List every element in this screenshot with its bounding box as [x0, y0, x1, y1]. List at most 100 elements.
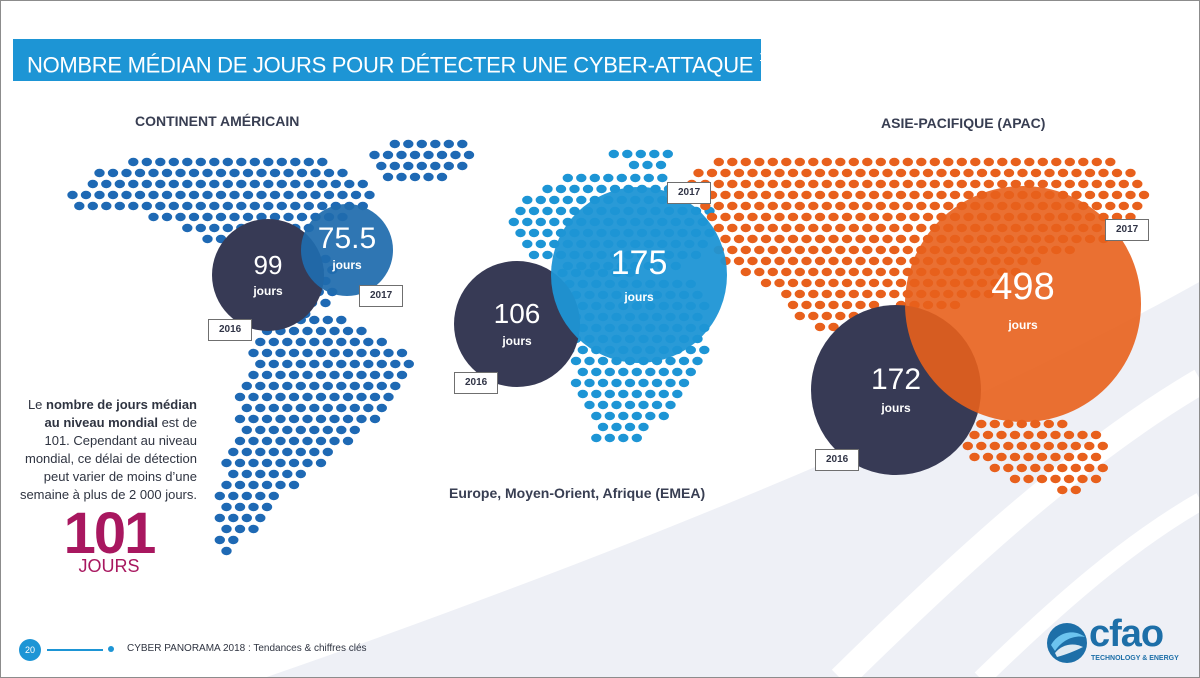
map-dot [275, 414, 286, 424]
map-dot [1097, 463, 1109, 473]
map-dot [241, 403, 252, 413]
map-dot [814, 300, 826, 310]
map-dot [1003, 419, 1014, 429]
map-dot [228, 535, 239, 545]
map-dot [215, 168, 227, 178]
map-dot [649, 149, 660, 159]
map-dot [383, 392, 394, 402]
map-dot [591, 367, 602, 377]
bubble-unit: jours [253, 284, 283, 298]
map-dot [155, 157, 166, 167]
year-tag-apac-2016: 2016 [815, 449, 860, 471]
map-dot [443, 161, 454, 171]
map-dot [535, 217, 546, 227]
map-dot [835, 179, 846, 189]
map-dot [733, 256, 745, 266]
bubble-value: 498 [991, 266, 1055, 308]
map-dot [249, 157, 260, 167]
map-dot [202, 168, 213, 178]
map-dot [882, 278, 893, 288]
map-dot [295, 337, 306, 347]
map-dot [1105, 201, 1116, 211]
map-dot [727, 245, 738, 255]
map-dot [814, 256, 826, 266]
map-dot [141, 201, 152, 211]
map-dot [215, 212, 227, 222]
map-dot [302, 458, 313, 468]
map-dot [195, 157, 206, 167]
map-dot [282, 381, 293, 391]
map-dot [101, 201, 112, 211]
map-dot [234, 436, 246, 446]
map-dot [794, 289, 805, 299]
map-dot [1084, 168, 1096, 178]
map-dot [1023, 452, 1034, 462]
map-dot [902, 223, 913, 233]
map-dot [356, 326, 367, 336]
map-dot [767, 157, 778, 167]
bubble-unit: jours [502, 334, 532, 348]
map-dot [692, 356, 703, 366]
map-dot [922, 190, 934, 200]
map-dot [555, 206, 567, 216]
map-dot [80, 190, 92, 200]
map-dot [828, 300, 839, 310]
map-dot [276, 179, 287, 189]
map-dot [678, 378, 690, 388]
map-dot [794, 267, 805, 277]
map-dot [882, 212, 893, 222]
map-dot [261, 370, 273, 380]
map-dot [956, 179, 967, 189]
map-dot [329, 348, 340, 358]
map-dot [1057, 485, 1068, 495]
map-dot [781, 157, 792, 167]
map-dot [276, 157, 287, 167]
map-dot [821, 179, 832, 189]
map-dot [1070, 441, 1082, 451]
map-dot [754, 179, 765, 189]
year-tag-emea-2017: 2017 [667, 182, 712, 204]
map-dot [182, 179, 193, 189]
map-dot [787, 168, 799, 178]
map-dot [787, 234, 799, 244]
map-dot [794, 157, 805, 167]
map-dot [597, 422, 609, 432]
map-dot [855, 300, 866, 310]
map-dot [322, 425, 333, 435]
map-dot [848, 179, 859, 189]
map-dot [794, 179, 805, 189]
map-dot [774, 168, 785, 178]
map-dot [1030, 168, 1042, 178]
map-dot [781, 289, 792, 299]
map-dot [249, 201, 260, 211]
map-dot [774, 278, 785, 288]
map-dot [242, 190, 254, 200]
map-dot [363, 359, 374, 369]
map-dot [989, 463, 1000, 473]
map-dot [168, 157, 179, 167]
map-dot [357, 179, 368, 189]
map-dot [202, 212, 213, 222]
map-dot [720, 168, 731, 178]
map-dot [349, 403, 360, 413]
map-dot [356, 370, 367, 380]
map-dot [376, 359, 387, 369]
region-label-emea: Europe, Moyen-Orient, Afrique (EMEA) [449, 485, 706, 501]
map-dot [970, 179, 981, 189]
map-dot [1010, 157, 1021, 167]
map-dot [255, 359, 266, 369]
map-dot [222, 223, 233, 233]
map-dot [296, 212, 308, 222]
map-dot [182, 201, 193, 211]
map-dot [814, 278, 826, 288]
map-dot [268, 359, 279, 369]
map-dot [1037, 179, 1049, 189]
map-dot [591, 389, 602, 399]
map-dot [255, 381, 266, 391]
map-dot [1078, 179, 1089, 189]
map-dot [228, 513, 239, 523]
map-dot [457, 139, 468, 149]
map-dot [255, 337, 266, 347]
map-dot [276, 201, 287, 211]
map-dot [309, 315, 320, 325]
